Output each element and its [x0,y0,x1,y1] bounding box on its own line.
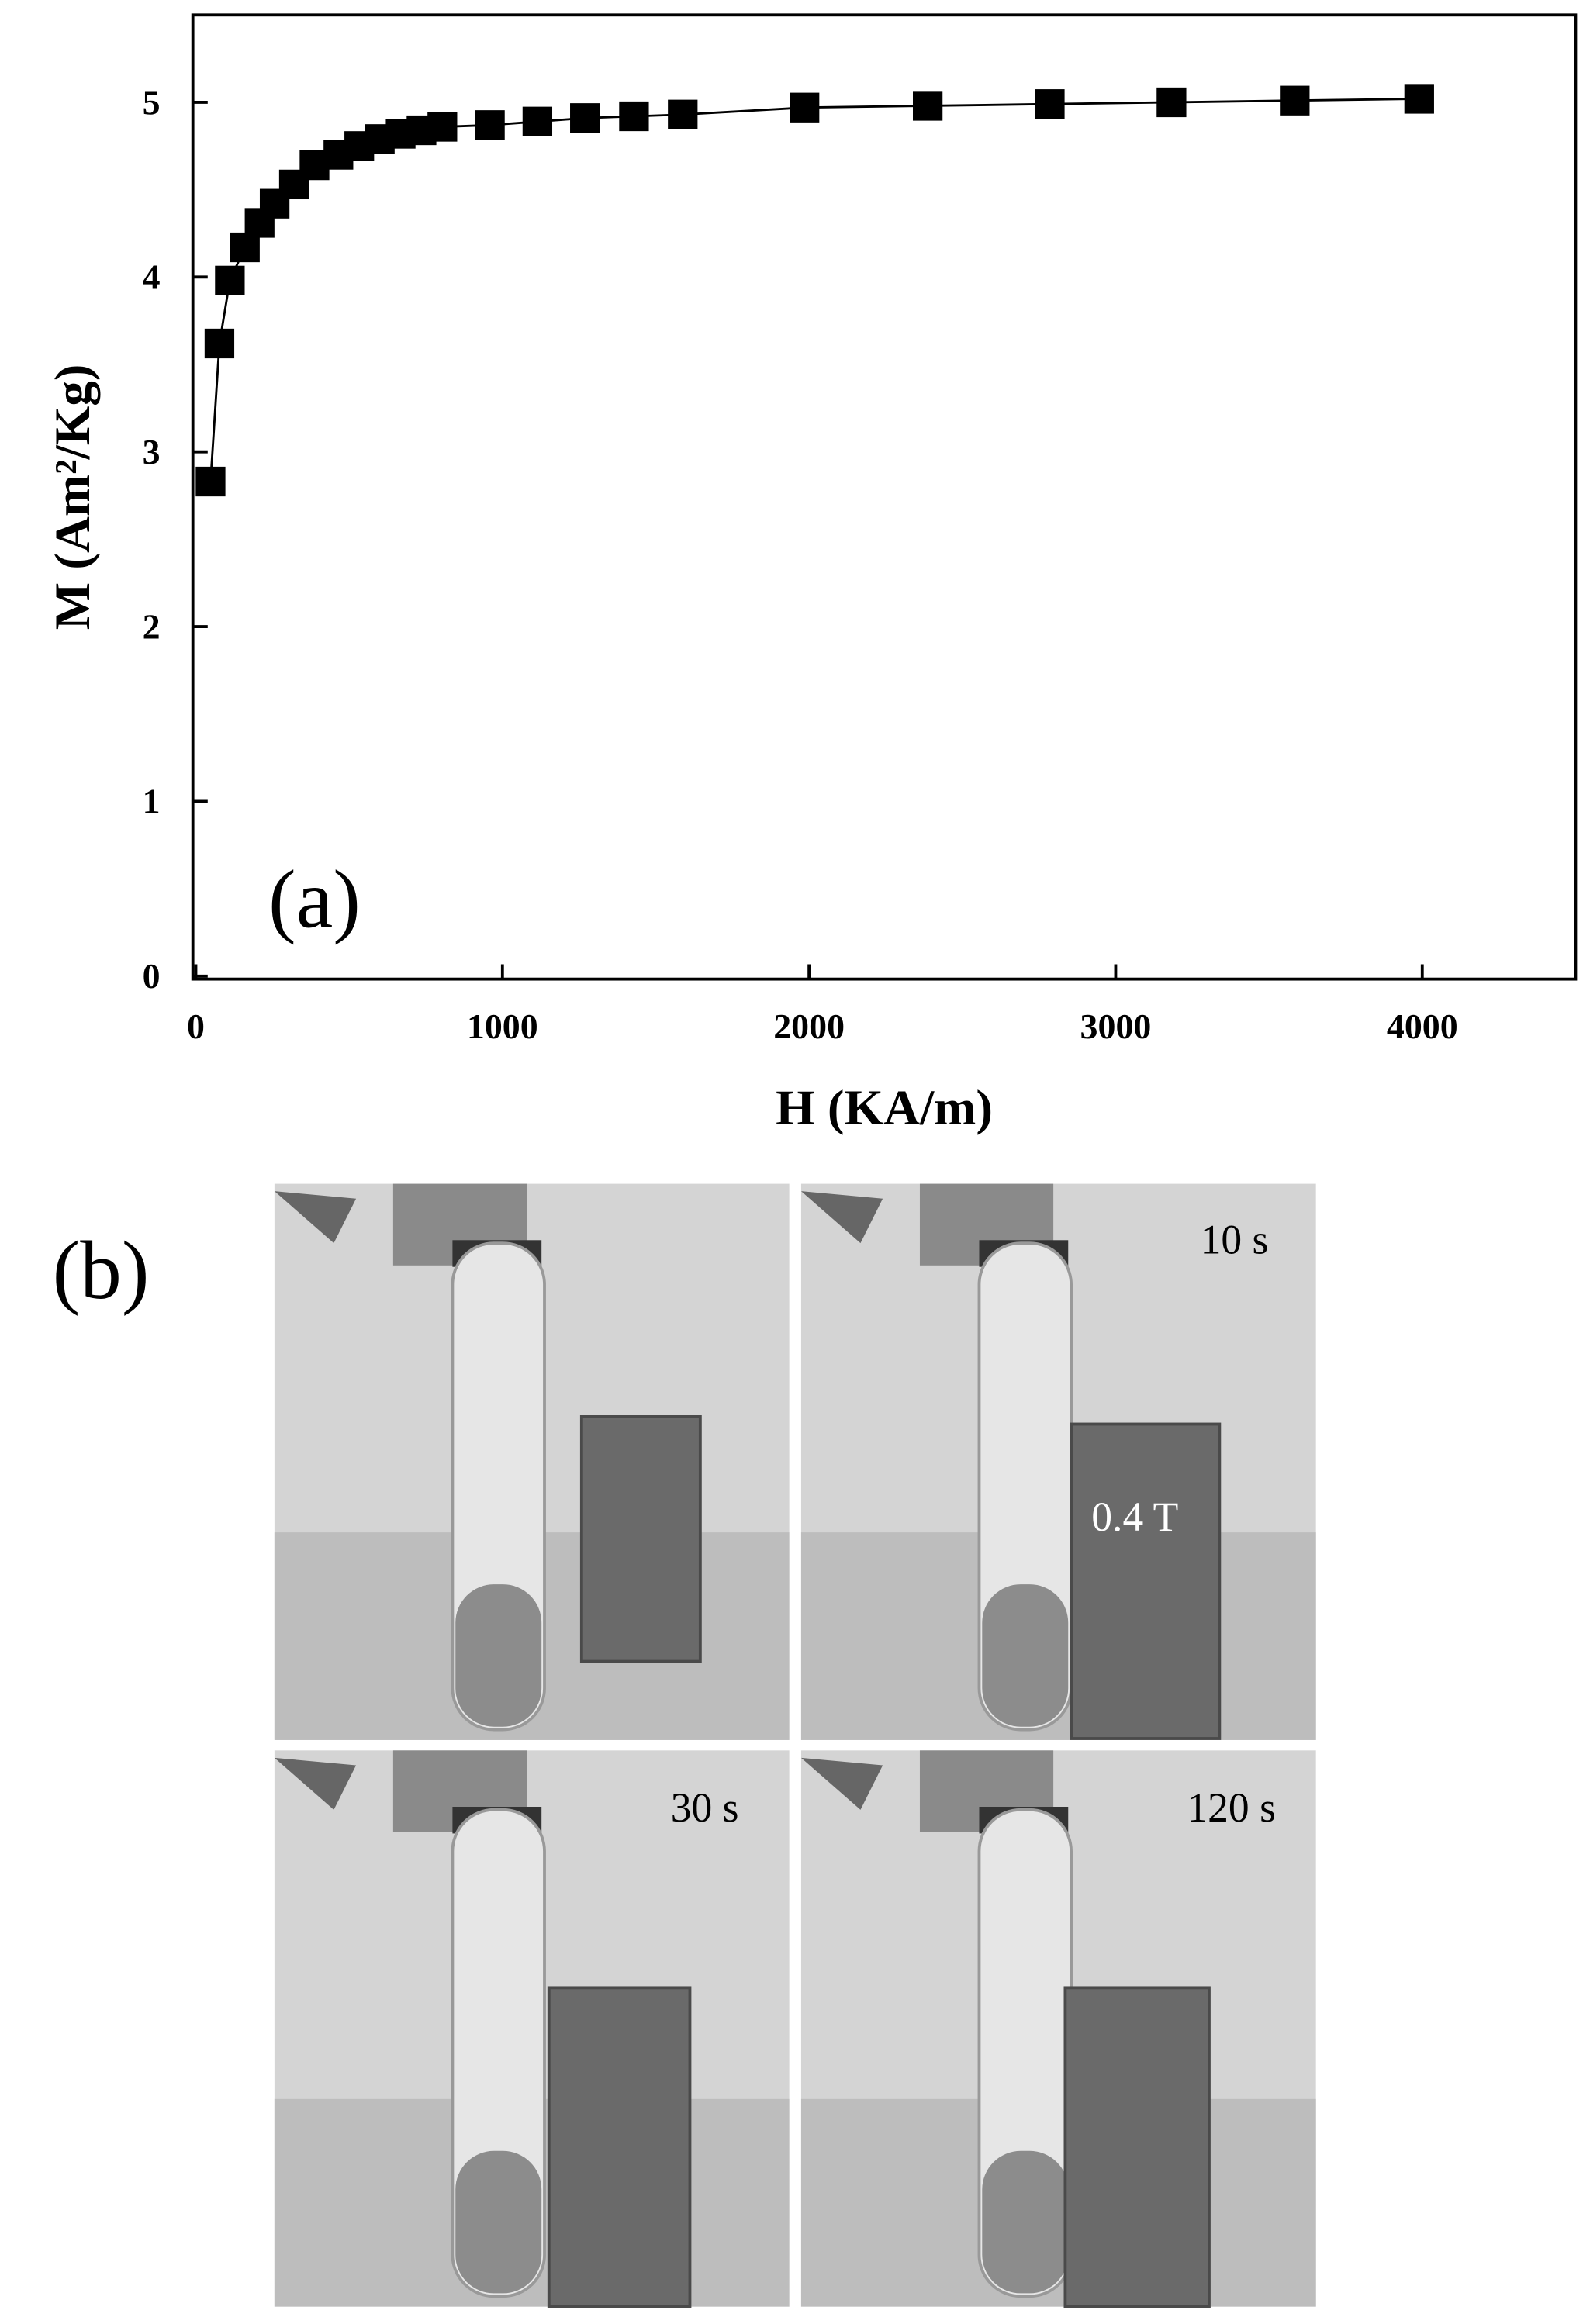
x-axis-label: H (KA/m) [776,1080,993,1136]
clamp-arm [274,1757,357,1810]
clamp-arm [800,1191,883,1244]
plot-frame [191,13,1578,981]
data-marker [912,91,943,121]
data-marker [522,106,553,136]
data-marker [619,101,649,132]
data-marker [204,328,235,359]
fluid [455,1584,542,1727]
y-tick-label: 5 [143,82,161,122]
y-tick-label: 0 [143,956,161,996]
data-marker [215,265,245,295]
magnet [579,1415,702,1663]
data-marker [1280,85,1310,116]
data-marker [195,466,226,497]
photo-grid: 10 s 0.4 T 30 s 120 s [274,1183,1316,2308]
clamp-arm [800,1757,883,1810]
photo-annotation: 30 s [671,1784,739,1831]
y-tick-label: 2 [143,606,161,646]
photo-annotation: 10 s [1201,1217,1269,1263]
y-tick-label: 1 [143,782,161,821]
y-tick-label: 4 [143,257,161,297]
data-marker [427,112,458,142]
data-marker [668,99,698,129]
x-tick-label: 3000 [1080,1007,1152,1046]
fluid [455,2150,542,2294]
x-tick-label: 0 [187,1007,205,1046]
x-tick-label: 1000 [467,1007,538,1046]
y-tick-label: 3 [143,432,161,471]
fluid [982,2150,1069,2294]
clamp-arm [274,1191,357,1244]
y-axis-label: M (Am²/Kg) [45,364,101,630]
data-marker [790,92,820,123]
x-tick-label: 2000 [773,1007,845,1046]
panel-label: (b) [53,1225,150,1317]
data-marker [570,103,600,133]
fluid [982,1584,1069,1727]
panel-label: (a) [268,855,361,946]
data-marker [1404,84,1434,114]
data-line [209,98,1419,482]
magnet [1070,1422,1222,1740]
magnet [547,1986,692,2308]
data-marker [1156,87,1187,118]
data-marker [1035,89,1065,119]
magnet [1063,1986,1211,2308]
photo-annotation: 0.4 T [1091,1494,1178,1540]
data-marker [475,110,505,140]
photo-annotation: 120 s [1187,1784,1276,1831]
x-tick-label: 4000 [1387,1007,1458,1046]
